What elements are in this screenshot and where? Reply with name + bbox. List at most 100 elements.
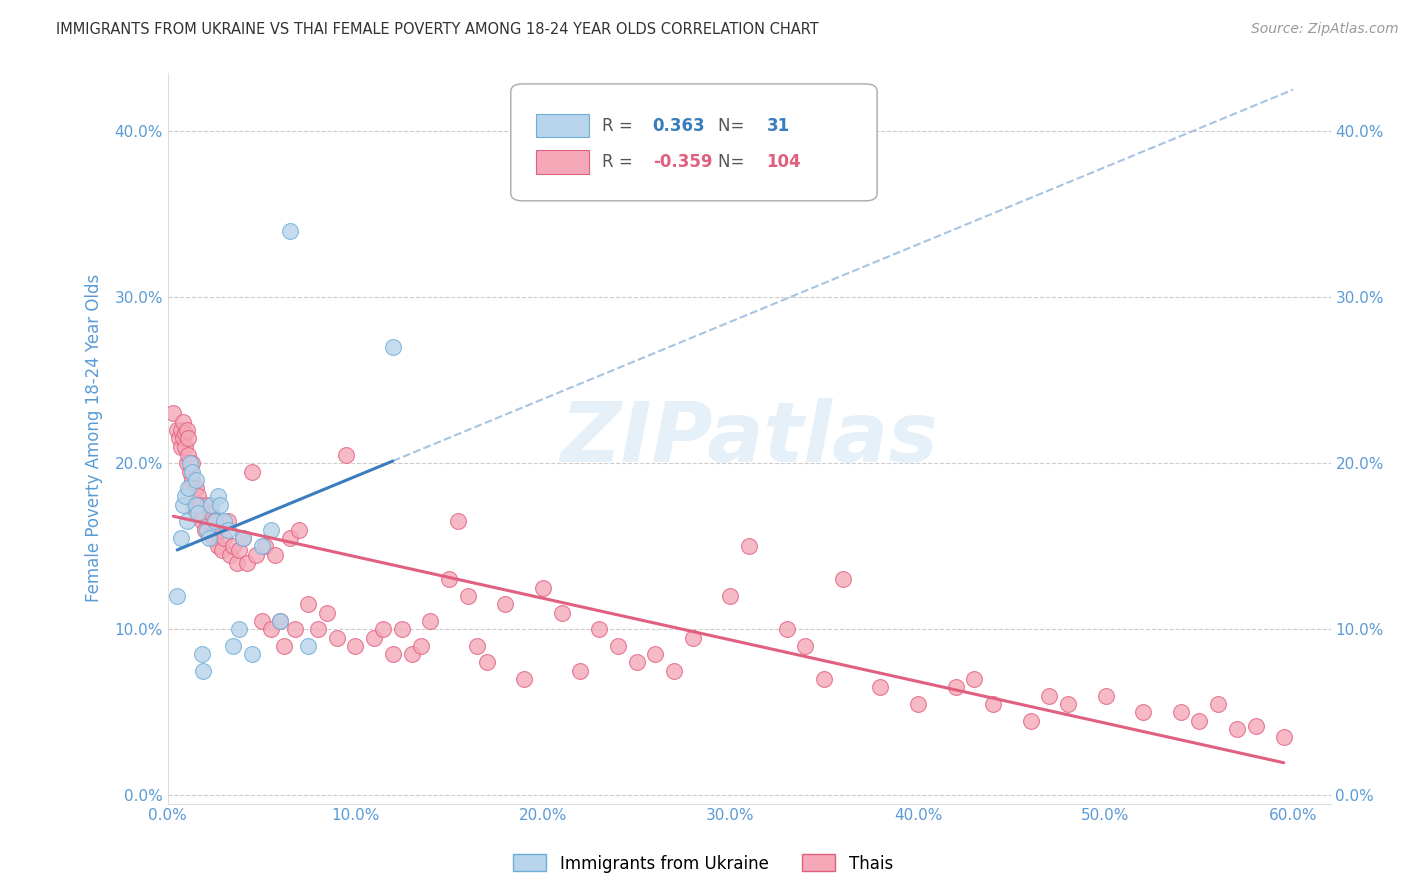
Bar — [537, 151, 589, 174]
Point — [195, 523, 218, 537]
Point — [381, 340, 404, 354]
Point — [391, 622, 413, 636]
Point — [173, 440, 195, 454]
Point — [794, 639, 817, 653]
Point — [170, 440, 193, 454]
Point — [269, 614, 291, 628]
Point — [181, 473, 204, 487]
Point — [190, 647, 212, 661]
Point — [187, 506, 209, 520]
Point — [222, 639, 245, 653]
Point — [1206, 697, 1229, 711]
Point — [401, 647, 423, 661]
Point — [832, 573, 855, 587]
Point — [194, 523, 217, 537]
Point — [176, 514, 198, 528]
Point — [207, 490, 229, 504]
Point — [297, 598, 319, 612]
Point — [228, 622, 250, 636]
Point — [188, 498, 211, 512]
Legend: Immigrants from Ukraine, Thais: Immigrants from Ukraine, Thais — [506, 847, 900, 880]
Point — [297, 639, 319, 653]
Point — [179, 465, 201, 479]
Point — [457, 589, 479, 603]
Point — [226, 556, 249, 570]
Point — [200, 498, 222, 512]
Point — [184, 481, 207, 495]
Point — [278, 531, 301, 545]
Point — [173, 490, 195, 504]
Bar — [537, 114, 589, 137]
Point — [1019, 714, 1042, 728]
Point — [981, 697, 1004, 711]
Text: R =: R = — [602, 117, 637, 135]
Point — [211, 542, 233, 557]
Point — [325, 631, 347, 645]
Point — [269, 614, 291, 628]
Point — [907, 697, 929, 711]
Point — [278, 224, 301, 238]
Y-axis label: Female Poverty Among 18-24 Year Olds: Female Poverty Among 18-24 Year Olds — [86, 274, 103, 602]
Point — [513, 672, 536, 686]
Point — [475, 656, 498, 670]
Point — [626, 656, 648, 670]
Point — [682, 631, 704, 645]
Point — [177, 431, 200, 445]
Point — [250, 614, 273, 628]
Point — [945, 681, 967, 695]
Text: IMMIGRANTS FROM UKRAINE VS THAI FEMALE POVERTY AMONG 18-24 YEAR OLDS CORRELATION: IMMIGRANTS FROM UKRAINE VS THAI FEMALE P… — [56, 22, 818, 37]
Point — [205, 525, 228, 540]
Text: N=: N= — [718, 153, 749, 171]
Text: N=: N= — [718, 117, 749, 135]
Point — [179, 481, 201, 495]
Point — [240, 465, 263, 479]
Point — [177, 448, 200, 462]
Point — [193, 506, 215, 520]
Point — [776, 622, 799, 636]
Point — [170, 423, 193, 437]
Point — [162, 406, 184, 420]
Point — [273, 639, 295, 653]
Point — [260, 622, 283, 636]
Point — [207, 539, 229, 553]
Point — [176, 456, 198, 470]
Point — [232, 531, 254, 545]
Point — [235, 556, 257, 570]
Text: 104: 104 — [766, 153, 801, 171]
Point — [200, 506, 222, 520]
Point — [447, 514, 470, 528]
Point — [232, 531, 254, 545]
Point — [1057, 697, 1080, 711]
Point — [198, 514, 221, 528]
Point — [181, 456, 204, 470]
Point — [288, 523, 311, 537]
Point — [198, 531, 221, 545]
Point — [167, 431, 190, 445]
Point — [204, 514, 226, 528]
Point — [212, 514, 235, 528]
Point — [170, 531, 193, 545]
Point — [1244, 718, 1267, 732]
Point — [204, 514, 226, 528]
Point — [373, 622, 395, 636]
Point — [172, 415, 194, 429]
Point — [531, 581, 554, 595]
Point — [569, 664, 592, 678]
Point — [179, 456, 201, 470]
Point — [181, 465, 204, 479]
Point — [381, 647, 404, 661]
Point — [184, 473, 207, 487]
Point — [217, 514, 239, 528]
Point — [222, 539, 245, 553]
Point — [177, 481, 200, 495]
Point — [190, 514, 212, 528]
Point — [193, 664, 215, 678]
Point — [263, 548, 285, 562]
Point — [240, 647, 263, 661]
Point — [409, 639, 432, 653]
Point — [644, 647, 666, 661]
Point — [1132, 706, 1154, 720]
Text: 0.363: 0.363 — [652, 117, 706, 135]
Point — [419, 614, 441, 628]
Text: R =: R = — [602, 153, 637, 171]
